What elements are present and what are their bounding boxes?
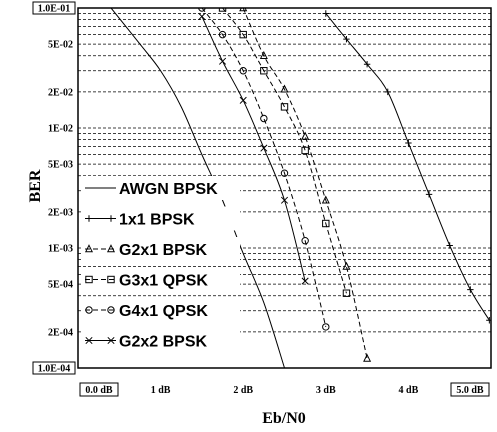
- data-point: [239, 30, 247, 39]
- legend-item: 1x1 BPSK: [82, 206, 240, 231]
- data-point: [322, 323, 330, 331]
- x-tick-label: 2 dB: [233, 385, 253, 396]
- x-tick-label: 0.0 dB: [79, 382, 119, 397]
- data-point: [301, 237, 309, 245]
- legend-item: G4x1 QPSK: [82, 298, 240, 322]
- legend-marker: [85, 336, 93, 345]
- legend-marker: [107, 215, 115, 222]
- x-tick-label: 1 dB: [151, 385, 171, 396]
- data-point: [280, 103, 289, 111]
- legend-item: G2x1 BPSK: [82, 237, 240, 261]
- y-tick-label: 1.0E-01: [32, 1, 76, 15]
- y-tick-label: 2E-03: [48, 207, 73, 218]
- data-point: [301, 131, 310, 140]
- data-point: [321, 195, 330, 204]
- legend-label: G2x1 BPSK: [119, 242, 207, 259]
- legend-label: G2x2 BPSK: [119, 334, 207, 351]
- axis-ticks: 1.0E-01 5E-02 2E-02 1E-02 5E-03 2E-03 1E-03 5E-…: [32, 1, 490, 397]
- svg-text:0.0 dB: 0.0 dB: [85, 385, 113, 396]
- data-point: [280, 169, 289, 177]
- data-point: [260, 144, 268, 152]
- data-point: [363, 353, 372, 362]
- data-point: [342, 289, 351, 297]
- data-point: [301, 146, 309, 155]
- data-point: [260, 67, 268, 75]
- legend-item: AWGN BPSK: [82, 176, 240, 200]
- series-6: [198, 12, 309, 285]
- y-tick-label: 2E-02: [48, 87, 73, 98]
- data-point: [239, 96, 247, 104]
- series-line: [222, 8, 347, 294]
- x-tick-label: 4 dB: [399, 385, 419, 396]
- legend-label: G3x1 QPSK: [119, 273, 208, 290]
- data-point: [218, 57, 227, 65]
- data-point: [218, 30, 227, 39]
- legend-label: 1x1 BPSK: [119, 212, 195, 229]
- data-point: [467, 286, 474, 293]
- y-tick-label: 1.0E-04: [32, 361, 76, 375]
- data-point: [486, 317, 491, 324]
- legend-marker: [107, 336, 115, 345]
- series-1: [110, 8, 285, 368]
- y-axis-label: BER: [27, 169, 44, 202]
- x-axis-label: Eb/N0: [262, 410, 306, 427]
- data-point: [446, 242, 453, 249]
- data-point: [343, 35, 350, 43]
- data-point: [384, 88, 391, 96]
- y-tick-label: 2E-04: [48, 327, 73, 338]
- legend-label: AWGN BPSK: [119, 181, 218, 198]
- data-point: [363, 61, 371, 68]
- data-point: [259, 50, 268, 59]
- legend-marker: [85, 215, 93, 222]
- data-point: [280, 196, 289, 204]
- legend: AWGN BPSK 1x1 BPSK G2x1 BPSK G3x1 QPSK G4x1 …: [82, 176, 240, 353]
- plot-frame: [77, 7, 492, 369]
- series-line: [201, 16, 306, 282]
- svg-text:1.0E-01: 1.0E-01: [38, 4, 71, 15]
- y-tick-label: 5E-04: [48, 280, 73, 291]
- data-point: [322, 219, 330, 228]
- legend-marker: [107, 306, 115, 314]
- data-point: [301, 277, 309, 285]
- data-point: [322, 10, 329, 17]
- legend-item: G2x2 BPSK: [82, 328, 240, 353]
- y-tick-label: 1E-03: [48, 244, 73, 255]
- data-point: [239, 67, 247, 75]
- data-point: [239, 8, 248, 12]
- series-group: [110, 8, 491, 368]
- series-line: [110, 8, 285, 368]
- series-line: [325, 13, 490, 321]
- legend-marker: [85, 275, 93, 284]
- legend-marker: [106, 244, 116, 253]
- legend-item: G3x1 QPSK: [82, 267, 240, 292]
- y-tick-label: 1E-02: [48, 124, 73, 135]
- series-3: [239, 8, 372, 362]
- x-tick-label: 5.0 dB: [450, 382, 490, 397]
- y-tick-label: 5E-03: [48, 160, 73, 171]
- series-line: [242, 8, 368, 359]
- legend-marker: [84, 244, 94, 253]
- x-tick-label: 3 dB: [316, 385, 336, 396]
- data-point: [425, 191, 433, 198]
- data-point: [280, 84, 289, 93]
- y-tick-label: 5E-02: [48, 40, 73, 51]
- data-point: [198, 12, 206, 21]
- legend-marker: [107, 275, 115, 284]
- data-point: [260, 114, 268, 123]
- series-2: [322, 10, 491, 324]
- legend-label: G4x1 QPSK: [119, 303, 208, 320]
- svg-text:1.0E-04: 1.0E-04: [38, 364, 71, 375]
- legend-marker: [85, 306, 93, 314]
- svg-text:5.0 dB: 5.0 dB: [456, 385, 484, 396]
- data-point: [342, 261, 351, 270]
- data-point: [405, 139, 412, 147]
